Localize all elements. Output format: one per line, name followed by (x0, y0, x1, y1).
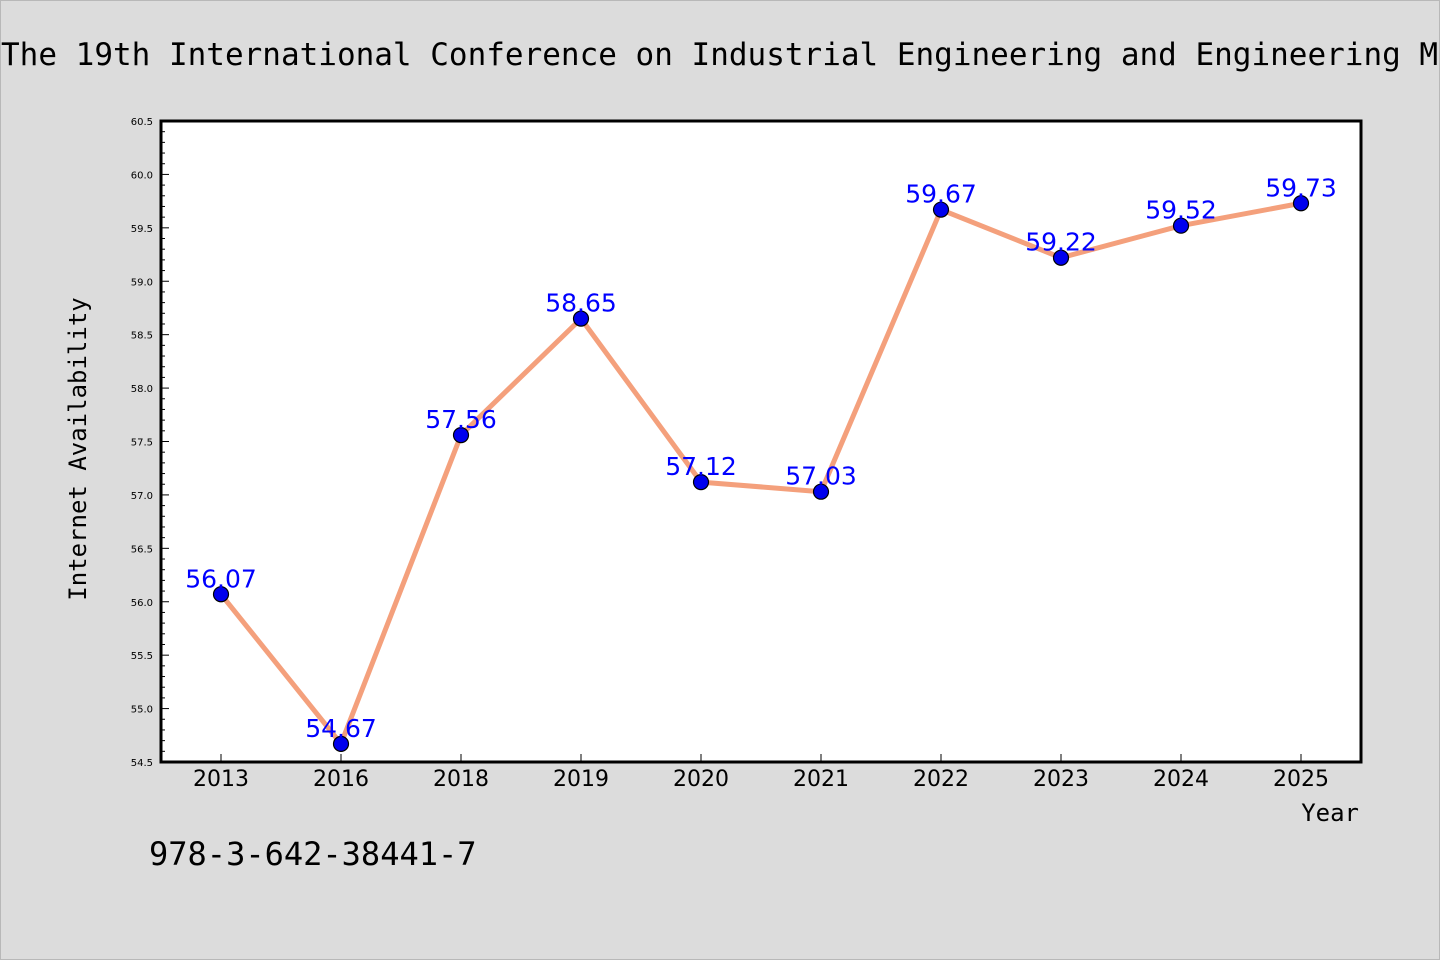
x-axis: 2013 2016 2018 2019 2020 2021 2022 2023 2024 2025 (193, 754, 1329, 792)
data-label: 56.07 (185, 564, 257, 593)
y-axis-title: Internet Availability (64, 297, 92, 600)
x-tick-label: 2023 (1033, 767, 1089, 792)
y-tick-label: 59.5 (131, 224, 153, 235)
data-label: 59.67 (905, 180, 977, 209)
data-point (1052, 249, 1070, 266)
x-tick-label: 2025 (1273, 767, 1329, 792)
y-tick-label: 54.5 (131, 758, 153, 769)
data-point (932, 201, 950, 218)
data-label: 54.67 (305, 714, 377, 743)
data-point (1172, 217, 1190, 234)
x-tick-label: 2019 (553, 767, 609, 792)
x-tick-label: 2022 (913, 767, 969, 792)
y-tick-label: 55.5 (131, 651, 153, 662)
data-point (692, 473, 710, 491)
series-line (218, 200, 1304, 747)
x-axis-title: Year (1301, 799, 1359, 827)
plot-area (159, 119, 1363, 764)
x-tick-label: 2020 (673, 767, 729, 792)
data-point (212, 586, 230, 603)
data-label: 57.03 (785, 462, 857, 491)
data-label: 59.73 (1265, 173, 1337, 202)
isbn-text: 978-3-642-38441-7 (149, 835, 477, 873)
x-tick-label: 2018 (433, 767, 489, 792)
y-tick-label: 56.5 (131, 544, 153, 555)
y-tick-label: 56.0 (131, 598, 153, 609)
data-point (452, 426, 470, 444)
data-label: 59.52 (1145, 196, 1217, 225)
y-tick-label: 57.0 (131, 491, 153, 502)
data-point (332, 735, 350, 752)
data-label: 57.56 (425, 405, 497, 434)
data-label: 59.22 (1025, 228, 1097, 257)
chart-title: The 19th International Conference on Ind… (1, 37, 1440, 73)
y-tick-label: 60.5 (131, 117, 153, 128)
y-tick-label: 57.5 (131, 438, 153, 449)
data-point (1292, 195, 1310, 212)
x-tick-label: 2021 (793, 767, 849, 792)
y-tick-label: 60.0 (131, 170, 153, 181)
x-tick-label: 2013 (193, 767, 249, 792)
data-label: 57.12 (665, 452, 737, 481)
data-point (812, 483, 830, 500)
x-tick-label: 2024 (1153, 767, 1209, 792)
y-tick-label: 58.5 (131, 331, 153, 342)
y-tick-label: 55.0 (131, 705, 153, 716)
y-tick-label: 59.0 (131, 277, 153, 288)
data-label: 58.65 (545, 289, 617, 318)
series-internet-availability: 56.07 54.67 57.56 58.65 57.12 57.03 59.67 59.22… (185, 173, 1337, 752)
y-tick-label: 58.0 (131, 384, 153, 395)
x-tick-label: 2016 (313, 767, 369, 792)
data-point (572, 310, 590, 327)
y-axis: 54.5 55.0 55.5 56.0 56.5 57.0 57.5 58.0 58.5 59.0… (131, 117, 169, 769)
